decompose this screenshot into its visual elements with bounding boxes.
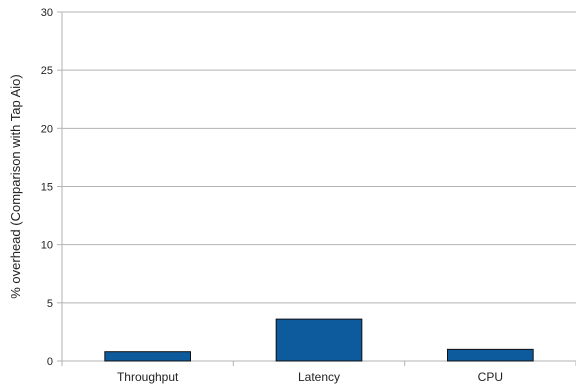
axes bbox=[57, 11, 576, 366]
y-axis-title: % overhead (Comparison with Tap Aio) bbox=[8, 74, 23, 299]
bar-throughput bbox=[104, 351, 191, 362]
y-tick-label: 20 bbox=[41, 123, 53, 135]
y-tick-label: 25 bbox=[41, 65, 53, 77]
y-tick-label: 10 bbox=[41, 240, 53, 252]
x-category-label: Throughput bbox=[117, 370, 179, 384]
y-tick-label: 30 bbox=[41, 7, 53, 19]
bars bbox=[104, 318, 534, 362]
y-tick-label: 15 bbox=[41, 182, 53, 194]
x-category-label: CPU bbox=[478, 370, 503, 384]
x-category-label: Latency bbox=[298, 370, 340, 384]
gridlines bbox=[62, 11, 576, 362]
bar-latency bbox=[275, 318, 363, 362]
axis-labels: 0 5 10 15 20 25 30 Throughput Latency CPU bbox=[41, 7, 503, 384]
bar-cpu bbox=[447, 348, 534, 362]
y-tick-label: 5 bbox=[47, 298, 53, 310]
y-tick-label: 0 bbox=[47, 356, 53, 368]
